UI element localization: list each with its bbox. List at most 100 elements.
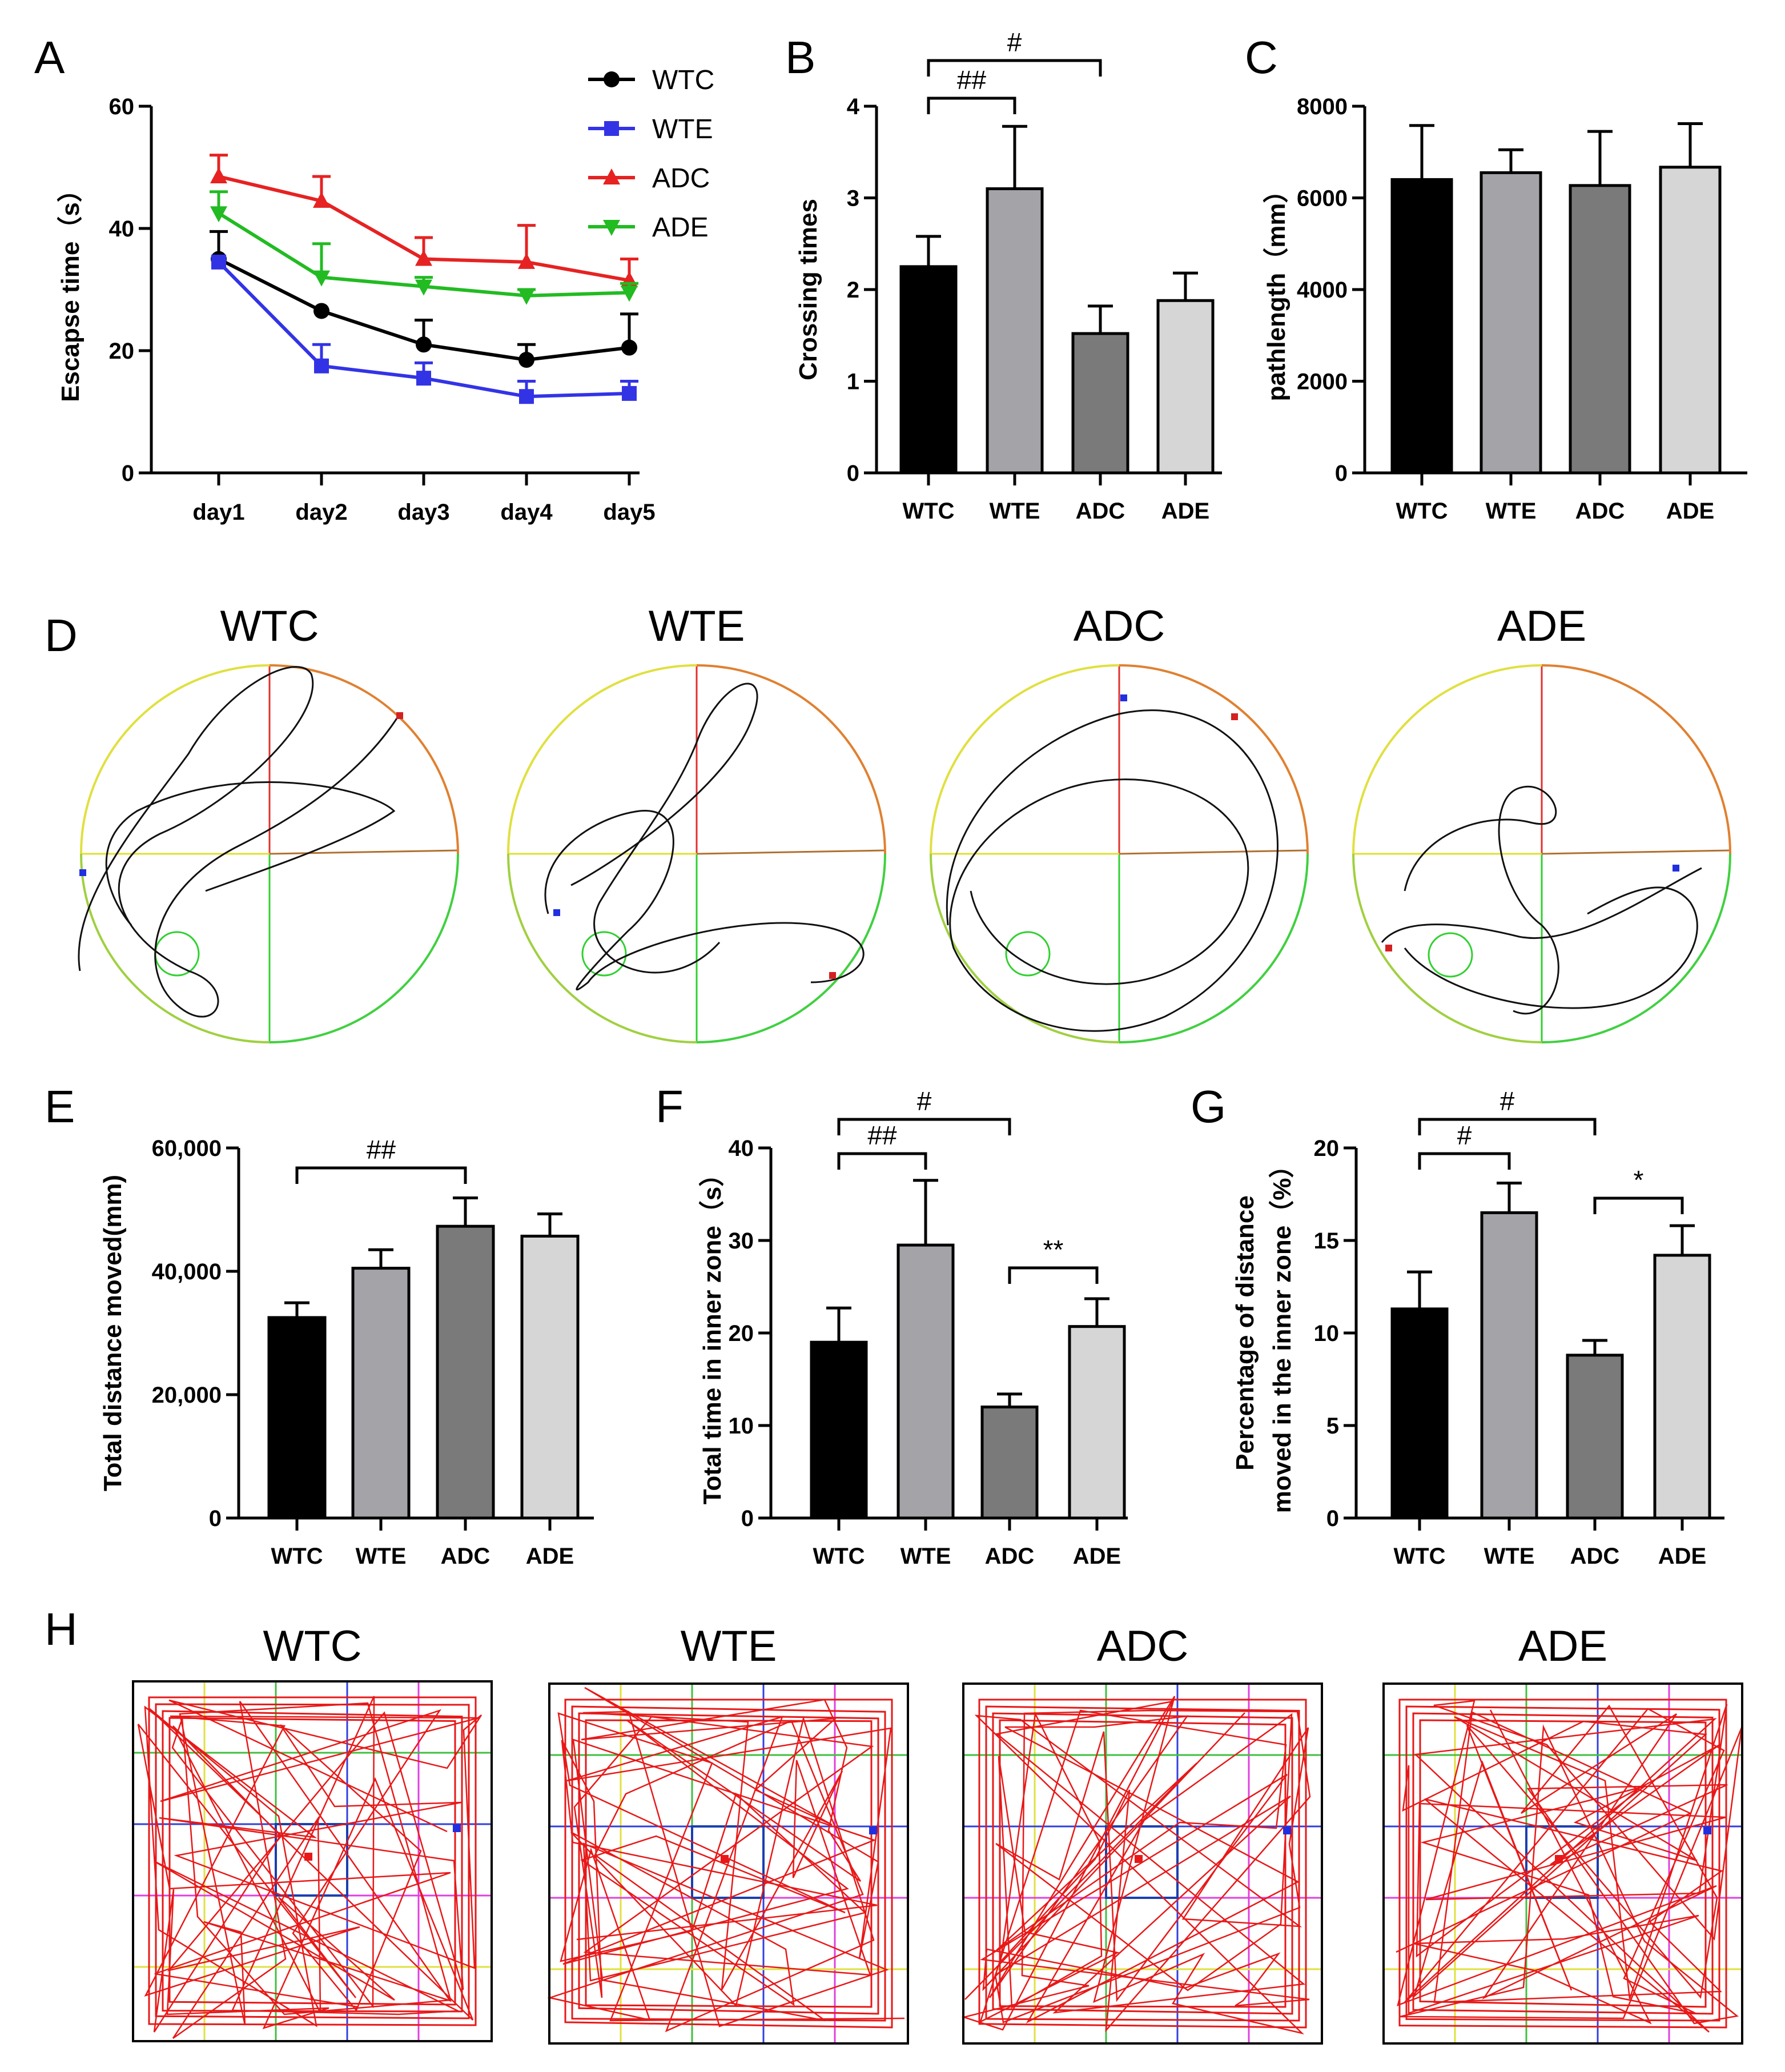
y-tick-label: 6000 (1297, 186, 1348, 211)
marker-triangle-down (603, 220, 620, 236)
x-tick-label-ADE: ADE (1658, 1544, 1706, 1569)
y-tick-label: 40 (729, 1136, 754, 1161)
x-tick-label-WTC: WTC (1393, 1544, 1445, 1569)
y-tick-label: 10 (729, 1414, 754, 1439)
x-tick-label-WTC: WTC (271, 1544, 323, 1569)
arena-title-ADE: ADE (1518, 1622, 1607, 1671)
platform-circle (154, 931, 200, 977)
significance-label: # (917, 1086, 932, 1116)
significance-bracket (927, 59, 1102, 77)
panel-label-g: G (1191, 1081, 1226, 1132)
maze-title-WTC: WTC (220, 602, 319, 650)
significance-bracket (1418, 1118, 1597, 1135)
start-marker (1385, 945, 1392, 951)
x-tick-label-WTE: WTE (1484, 1544, 1535, 1569)
marker-circle (518, 352, 534, 368)
maze-WTC: WTC (78, 602, 459, 1043)
bar-ADC (1071, 332, 1129, 475)
marker-circle (416, 336, 432, 353)
marker-triangle-up (518, 252, 535, 269)
significance-label: # (1007, 27, 1022, 57)
marker-triangle-down (210, 206, 227, 223)
arena-title-WTE: WTE (681, 1622, 777, 1671)
pool-edge (269, 853, 459, 1043)
series-WTE (211, 254, 638, 404)
movement-track (961, 1696, 1311, 2035)
y-axis-title: Total time in inner zone（s） (698, 1162, 726, 1505)
pool-edge (80, 853, 270, 1043)
marker-triangle-down (518, 288, 535, 305)
series-ADE (210, 190, 638, 305)
bar-ADC (980, 1406, 1039, 1520)
panel-label-d: D (45, 610, 78, 661)
panel-label-e: E (45, 1081, 75, 1132)
bar-ADE (1068, 1325, 1126, 1520)
marker-square (519, 389, 534, 404)
pool-edge (1352, 853, 1542, 1043)
marker-triangle-up (313, 191, 330, 208)
swim-path (544, 682, 865, 991)
maze-ADE: ADE (1352, 602, 1731, 1043)
quadrant-line (269, 849, 459, 855)
y-tick-label: 4000 (1297, 278, 1348, 303)
pool-edge (930, 853, 1120, 1043)
y-tick-label: 3 (847, 186, 859, 211)
y-axis-title: pathlength（mm） (1263, 178, 1290, 401)
significance-bracket (1593, 1196, 1684, 1214)
marker-triangle-up (210, 167, 227, 184)
pool-edge (1541, 664, 1731, 854)
bar-WTE (351, 1267, 411, 1520)
bar-chart-f: 0 10 20 30 40 WTC WTE ADC ADE Total time in inner… (698, 1086, 1128, 1569)
x-tick-label-ADE: ADE (526, 1544, 574, 1569)
perimeter-track (978, 1698, 1307, 2029)
maze-title-ADC: ADC (1074, 602, 1165, 650)
end-marker (1673, 865, 1679, 872)
y-tick-label: 0 (1326, 1506, 1339, 1531)
start-marker (829, 972, 836, 979)
x-tick-label-WTC: WTC (1396, 499, 1448, 524)
perimeter-track (564, 1698, 893, 2029)
maze-ADC: ADC (930, 602, 1309, 1043)
quadrant-line (1541, 849, 1731, 855)
y-tick-label: 2 (847, 278, 859, 303)
x-tick-label-ADC: ADC (1076, 499, 1125, 524)
x-tick-label-ADE: ADE (1666, 499, 1714, 524)
y-tick-label: 15 (1314, 1228, 1340, 1254)
significance-bracket (927, 97, 1016, 114)
legend-entry-WTE: WTE (652, 114, 713, 144)
start-marker (396, 712, 403, 719)
quadrant-line (696, 849, 886, 855)
marker-square (604, 121, 619, 136)
pool-edge (696, 664, 886, 854)
maze-WTE: WTE (507, 602, 886, 1043)
y-tick-label-a: 60 (109, 94, 135, 119)
bar-WTC (267, 1316, 327, 1520)
pool-edge (1119, 664, 1309, 854)
y-tick-label-a: 0 (122, 461, 134, 486)
panel-label-a: A (34, 32, 65, 83)
y-tick-label: 8000 (1297, 94, 1348, 119)
platform-circle (1428, 932, 1473, 978)
significance-label: ## (867, 1121, 897, 1150)
marker-square (314, 358, 329, 374)
x-tick-label-ADC: ADC (985, 1544, 1035, 1569)
center-zone (1525, 1825, 1599, 1899)
y-tick-label: 2000 (1297, 370, 1348, 395)
marker-circle (604, 71, 620, 87)
pool-edge (269, 664, 459, 854)
marker-circle (313, 303, 329, 319)
panel-label-c: C (1245, 32, 1278, 83)
y-tick-label: 1 (847, 370, 859, 395)
y-tick-label: 0 (741, 1506, 754, 1531)
marker-square (416, 371, 431, 386)
significance-label: * (1634, 1165, 1644, 1195)
y-tick-label: 5 (1326, 1414, 1339, 1439)
y-tick-label: 20 (1314, 1136, 1340, 1161)
bar-chart-c: 0 2000 4000 6000 8000 WTC WTE ADC ADE pathlength（… (1263, 94, 1747, 524)
series-WTC (210, 230, 638, 368)
start-marker (1555, 1855, 1563, 1863)
y-tick-label: 60,000 (152, 1136, 222, 1161)
bar-ADE (520, 1234, 580, 1520)
legend-entry-WTC: WTC (652, 65, 714, 95)
